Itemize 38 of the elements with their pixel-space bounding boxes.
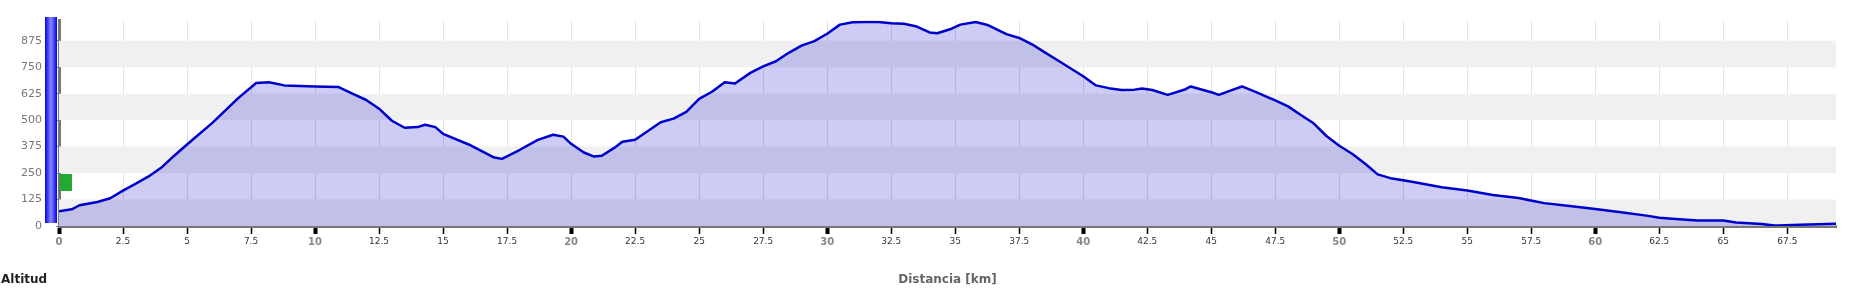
x-tick-label: 12.5 [369,235,390,246]
x-tick-label: 10 [308,235,323,247]
x-tick-label: 42.5 [1137,235,1158,246]
y-axis-title: Altitud [1,272,48,287]
y-tick-label: 375 [21,139,42,153]
x-tick-label: 37.5 [1009,235,1030,246]
x-tick-label: 30 [820,235,835,247]
x-tick-label: 32.5 [881,235,902,246]
x-tick-label: 20 [564,235,579,247]
y-tick-label: 625 [21,86,42,100]
x-tick-label: 17.5 [497,235,518,246]
x-axis-title: Distancia [km] [898,272,997,287]
y-tick-label: 875 [21,33,42,47]
y-tick-label: 125 [21,192,42,206]
x-tick-label: 35 [949,235,961,246]
x-tick-label: 52.5 [1393,235,1414,246]
x-tick-label: 57.5 [1521,235,1542,246]
y-tick-label: 0 [35,218,42,232]
x-tick-label: 67.5 [1777,235,1798,246]
x-tick-label: 7.5 [243,235,259,246]
x-tick-label: 55 [1461,235,1474,246]
y-tick-label: 250 [21,165,42,179]
x-tick-label: 27.5 [753,235,774,246]
x-tick-label: 5 [184,235,190,246]
y-tick-label: 500 [21,112,42,126]
x-tick-label: 2.5 [115,235,131,246]
x-tick-label: 15 [437,235,449,246]
x-tick-label: 62.5 [1649,235,1670,246]
x-tick-label: 65 [1717,235,1730,246]
x-tick-label: 0 [55,235,63,247]
x-tick-label: 22.5 [625,235,646,246]
x-tick-label: 45 [1205,235,1217,246]
x-tick-label: 40 [1076,235,1091,247]
x-tick-label: 60 [1588,235,1603,247]
x-tick-label: 25 [693,235,705,246]
x-tick-label: 47.5 [1265,235,1286,246]
x-tick-label: 50 [1332,235,1347,247]
y-tick-label: 750 [21,60,42,74]
